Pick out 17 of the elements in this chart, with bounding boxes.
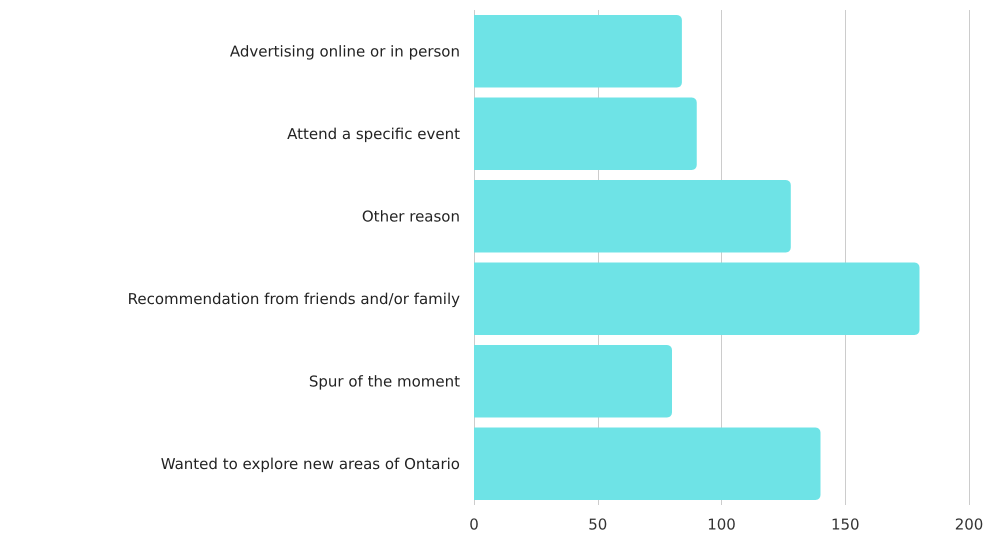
y-tick-label: Spur of the moment	[308, 372, 460, 390]
x-tick-label: 100	[707, 516, 736, 534]
x-tick-label: 200	[954, 516, 984, 534]
bar	[474, 427, 820, 500]
bar	[474, 14, 682, 88]
y-tick-label: Other reason	[362, 207, 460, 226]
x-tick-label: 150	[830, 516, 860, 534]
bar	[474, 344, 672, 418]
x-tick-label: 50	[588, 516, 608, 534]
y-tick-label: Attend a specific event	[287, 124, 460, 143]
y-tick-label: Wanted to explore new areas of Ontario	[160, 454, 460, 473]
bar	[474, 262, 920, 336]
y-tick-label: Advertising online or in person	[230, 42, 460, 60]
x-tick-label: 0	[469, 516, 479, 534]
y-tick-label: Recommendation from friends and/or family	[128, 290, 460, 308]
bar	[474, 97, 697, 170]
bar	[474, 180, 791, 253]
